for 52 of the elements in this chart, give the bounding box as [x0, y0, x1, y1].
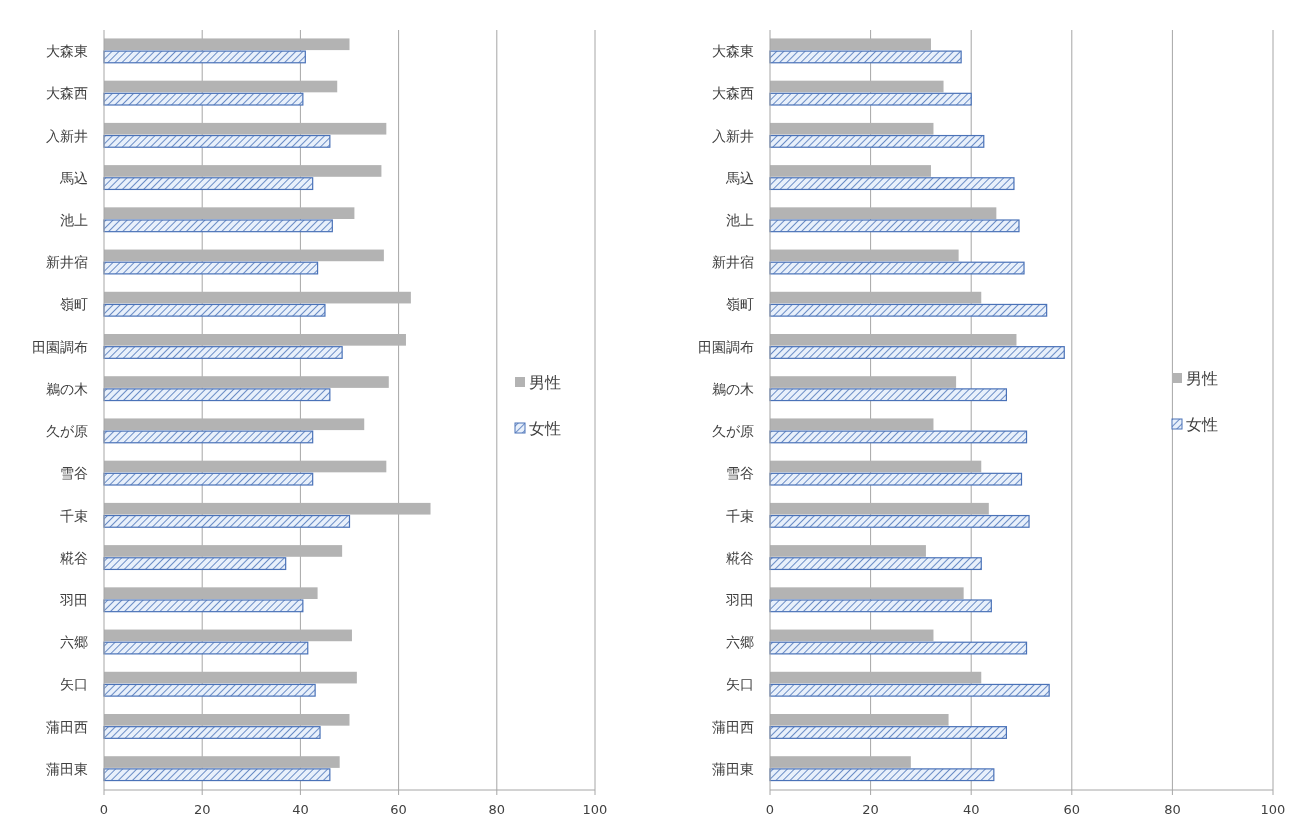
- x-tick-label: 20: [862, 802, 879, 817]
- y-tick-label: 久が原: [46, 423, 88, 440]
- y-tick-label: 蒲田東: [712, 760, 754, 777]
- x-tick-label: 60: [390, 802, 407, 817]
- y-tick-label: 雪谷: [60, 465, 88, 482]
- x-tick-label: 0: [99, 802, 109, 817]
- y-tick-label: 羽田: [59, 592, 88, 608]
- y-tick-label: 蒲田西: [712, 718, 754, 735]
- y-tick-label: 糀谷: [726, 549, 754, 566]
- y-tick-label: 池上: [60, 212, 88, 228]
- y-tick-label: 池上: [726, 212, 754, 228]
- x-tick-label: 60: [1063, 802, 1081, 817]
- y-tick-label: 千束: [726, 507, 754, 524]
- y-tick-label: 大森西: [46, 85, 88, 102]
- x-tick-label: 20: [193, 802, 211, 817]
- x-tick-label: 40: [962, 802, 980, 817]
- y-tick-label: 鵜の木: [712, 380, 754, 397]
- y-tick-label: 田園調布: [32, 338, 88, 355]
- y-tick-label: 大森西: [712, 85, 754, 102]
- y-tick-label: 矢口: [60, 676, 88, 693]
- y-tick-label: 六郷: [60, 634, 88, 651]
- x-tick-label: 80: [488, 802, 506, 817]
- x-tick-label: 40: [292, 802, 309, 817]
- y-tick-label: 糀谷: [60, 549, 88, 566]
- y-tick-label: 新井宿: [46, 254, 88, 271]
- y-tick-label: 矢口: [726, 676, 754, 693]
- legend-label: 女性: [529, 419, 561, 438]
- legend-label: 男性: [529, 373, 561, 392]
- y-tick-label: 千束: [60, 507, 88, 524]
- y-tick-label: 田園調布: [698, 338, 754, 355]
- y-tick-label: 羽田: [725, 592, 754, 608]
- y-tick-label: 嶺町: [726, 296, 754, 313]
- y-tick-label: 鵜の木: [46, 380, 88, 397]
- y-tick-label: 蒲田西: [46, 718, 88, 735]
- legend-label: 男性: [1186, 369, 1218, 388]
- y-tick-label: 馬込: [59, 169, 88, 186]
- y-tick-label: 大森東: [46, 43, 88, 60]
- y-tick-label: 大森東: [712, 43, 754, 60]
- y-tick-label: 馬込: [725, 169, 754, 186]
- x-tick-label: 0: [765, 802, 775, 817]
- y-tick-label: 雪谷: [726, 465, 754, 482]
- y-tick-label: 蒲田東: [46, 760, 88, 777]
- y-tick-label: 入新井: [46, 127, 88, 144]
- y-tick-label: 入新井: [712, 127, 754, 144]
- legend-label: 女性: [1186, 415, 1218, 434]
- x-tick-label: 100: [582, 802, 608, 817]
- y-tick-label: 六郷: [726, 634, 754, 651]
- y-tick-label: 久が原: [712, 423, 754, 440]
- x-tick-label: 100: [1260, 802, 1286, 817]
- x-tick-label: 80: [1164, 802, 1181, 817]
- y-tick-label: 嶺町: [60, 296, 88, 313]
- y-tick-label: 新井宿: [712, 254, 754, 271]
